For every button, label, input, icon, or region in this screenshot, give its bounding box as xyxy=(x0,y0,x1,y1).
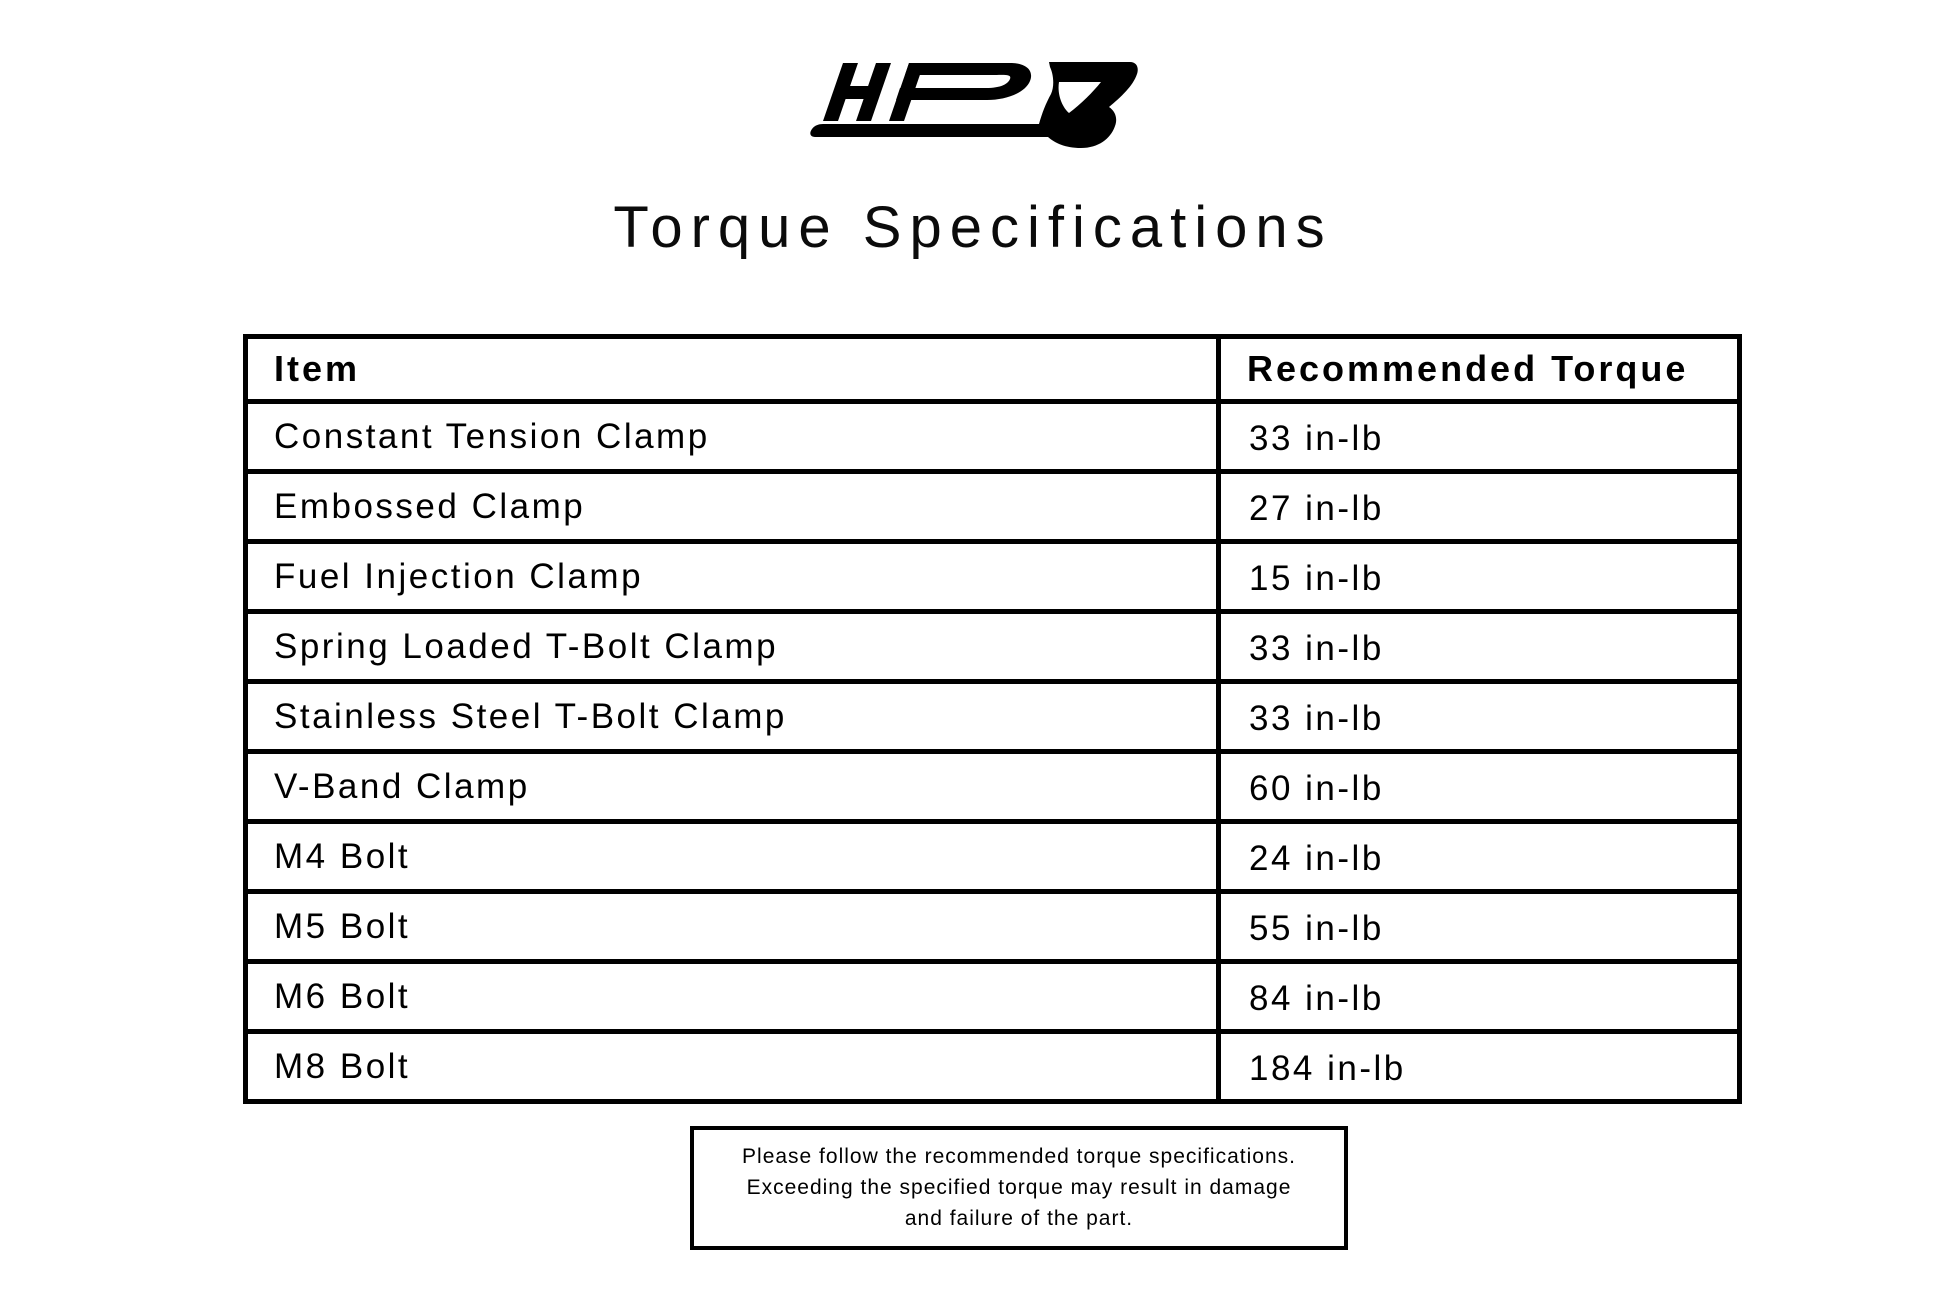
table-row: Stainless Steel T-Bolt Clamp 33 in-lb xyxy=(243,679,1742,754)
table-row: Embossed Clamp 27 in-lb xyxy=(243,469,1742,544)
torque-cell: 27 in-lb xyxy=(1216,469,1742,544)
table-header-row: Item Recommended Torque xyxy=(243,334,1742,404)
note-line: and failure of the part. xyxy=(904,1207,1134,1230)
table-row: M6 Bolt 84 in-lb xyxy=(243,959,1742,1034)
torque-cell: 84 in-lb xyxy=(1216,959,1742,1034)
item-cell: Fuel Injection Clamp xyxy=(243,539,1221,614)
logo-letter-s xyxy=(810,62,1138,148)
table-row: Fuel Injection Clamp 15 in-lb xyxy=(243,539,1742,614)
table-row: Constant Tension Clamp 33 in-lb xyxy=(243,399,1742,474)
torque-cell: 24 in-lb xyxy=(1216,819,1742,894)
torque-cell: 15 in-lb xyxy=(1216,539,1742,614)
torque-cell: 60 in-lb xyxy=(1216,749,1742,824)
note-line: Please follow the recommended torque spe… xyxy=(742,1145,1296,1168)
header-item: Item xyxy=(243,334,1221,404)
item-cell: M4 Bolt xyxy=(243,819,1221,894)
table-row: M8 Bolt 184 in-lb xyxy=(243,1029,1742,1104)
torque-cell: 33 in-lb xyxy=(1216,679,1742,754)
item-cell: Spring Loaded T-Bolt Clamp xyxy=(243,609,1221,684)
table-row: V-Band Clamp 60 in-lb xyxy=(243,749,1742,824)
item-cell: M5 Bolt xyxy=(243,889,1221,964)
item-cell: V-Band Clamp xyxy=(243,749,1221,824)
torque-cell: 33 in-lb xyxy=(1216,399,1742,474)
item-cell: Stainless Steel T-Bolt Clamp xyxy=(243,679,1221,754)
item-cell: Embossed Clamp xyxy=(243,469,1221,544)
torque-cell: 33 in-lb xyxy=(1216,609,1742,684)
table-row: Spring Loaded T-Bolt Clamp 33 in-lb xyxy=(243,609,1742,684)
item-cell: M8 Bolt xyxy=(243,1029,1221,1104)
torque-warning-note: Please follow the recommended torque spe… xyxy=(690,1126,1348,1250)
torque-spec-table: Item Recommended Torque Constant Tension… xyxy=(243,334,1742,1104)
page-title: Torque Specifications xyxy=(613,195,1333,260)
item-cell: Constant Tension Clamp xyxy=(243,399,1221,474)
header-recommended-torque: Recommended Torque xyxy=(1216,334,1742,404)
torque-cell: 55 in-lb xyxy=(1216,889,1742,964)
table-row: M4 Bolt 24 in-lb xyxy=(243,819,1742,894)
note-line: Exceeding the specified torque may resul… xyxy=(746,1176,1292,1199)
logo-letter-h xyxy=(823,63,858,121)
torque-cell: 184 in-lb xyxy=(1216,1029,1742,1104)
table-row: M5 Bolt 55 in-lb xyxy=(243,889,1742,964)
hps-logo xyxy=(805,56,1145,156)
item-cell: M6 Bolt xyxy=(243,959,1221,1034)
